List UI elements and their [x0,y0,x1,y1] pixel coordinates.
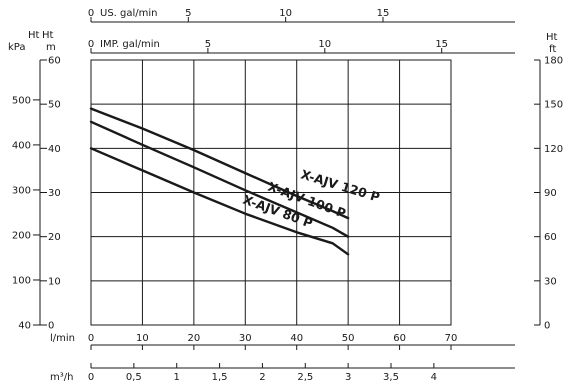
m-tick-label: 10 [48,276,61,287]
kpa-tick-label: 40 [18,321,31,332]
m-tick-label: 0 [48,321,54,332]
labels: X-AJV 120 PX-AJV 100 PX-AJV 80 P [241,167,382,231]
m3h-tick-label: 0,5 [126,372,142,381]
kpa-axis-label: kPa [8,42,26,53]
curve-x-ajv-80-p [89,147,350,256]
ft-tick-label: 180 [544,56,563,67]
lmin-tick-label: 0 [88,333,94,344]
m3h-tick-label: 3,5 [383,372,399,381]
m-tick-label: 30 [48,188,61,199]
curve-x-ajv-100-p [89,120,350,238]
imp-gal-tick-label: 5 [205,39,211,50]
m3h-tick-label: 3 [345,372,351,381]
m-tick-label: 20 [48,232,61,243]
ft-tick-label: 0 [544,321,550,332]
curves [89,107,350,256]
m-tick-label: 50 [48,100,61,111]
lmin-tick-label: 50 [342,333,355,344]
kpa-tick-label: 500 [12,95,31,106]
m3h-tick-label: 1,5 [212,372,228,381]
us-gal-tick-label: 0 [88,8,94,19]
lmin-tick-label: 20 [187,333,200,344]
grid [90,59,452,326]
us-gal-tick-label: 5 [185,8,191,19]
axes: 0102030405060mHt40100200300400500kPaHt03… [8,8,563,381]
m3h-tick-label: 0 [88,372,94,381]
m-axis-label: m [46,42,56,53]
lmin-tick-label: 70 [445,333,458,344]
kpa-axis-title: Ht [28,30,40,41]
m3h-tick-label: 4 [431,372,437,381]
us-gal-tick-label: 15 [377,8,390,19]
m-axis-title: Ht [42,30,54,41]
imp-gal-axis-label: IMP. gal/min [100,39,160,50]
lmin-tick-label: 30 [239,333,252,344]
m-tick-label: 60 [48,56,61,67]
kpa-tick-label: 400 [12,140,31,151]
m3h-tick-label: 2 [259,372,265,381]
kpa-tick-label: 100 [12,275,31,286]
lmin-tick-label: 60 [393,333,406,344]
m-tick-label: 40 [48,144,61,155]
m3h-axis-label: m³/h [50,372,73,381]
us-gal-axis-label: US. gal/min [100,8,158,19]
imp-gal-tick-label: 15 [435,39,448,50]
ft-tick-label: 60 [544,232,557,243]
us-gal-tick-label: 10 [279,8,292,19]
imp-gal-tick-label: 0 [88,39,94,50]
ft-tick-label: 90 [544,188,557,199]
kpa-tick-label: 200 [12,230,31,241]
ft-tick-label: 150 [544,100,563,111]
ft-axis-title: Ht [546,32,558,43]
ft-axis-label: ft [549,44,556,55]
imp-gal-tick-label: 10 [318,39,331,50]
m3h-tick-label: 2,5 [297,372,313,381]
lmin-tick-label: 40 [290,333,303,344]
ft-tick-label: 120 [544,144,563,155]
m3h-tick-label: 1 [174,372,180,381]
ft-tick-label: 30 [544,276,557,287]
kpa-tick-label: 300 [12,185,31,196]
curve-x-ajv-120-p [89,107,350,220]
lmin-axis-label: l/min [50,333,75,344]
lmin-tick-label: 10 [136,333,149,344]
